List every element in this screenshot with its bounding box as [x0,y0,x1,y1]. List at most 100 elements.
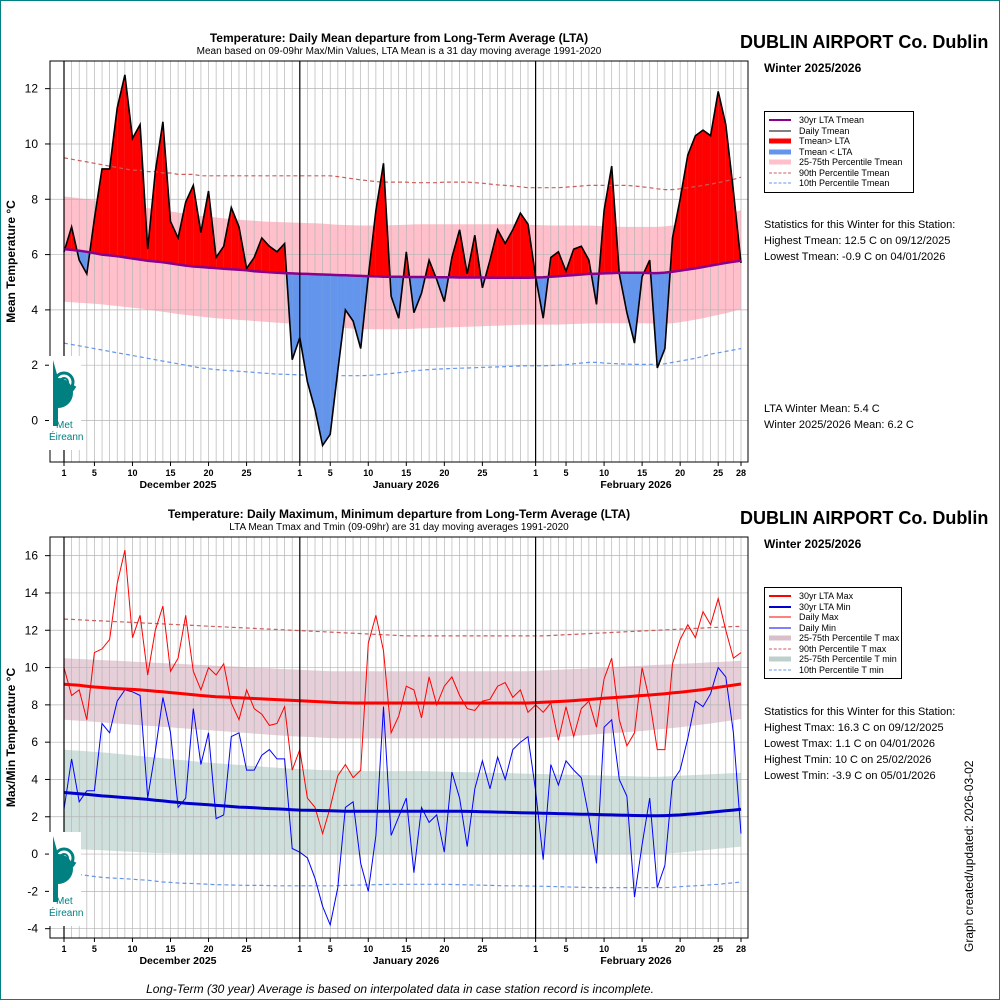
fill-above-lta [132,124,141,260]
y-tick-label: 6 [31,248,38,262]
legend-item: 30yr LTA Min [769,602,897,613]
legend-swatch-p10 [769,178,791,188]
legend-label: 10th Percentile T min [799,664,884,675]
fill-below-lta [337,275,346,371]
legend-swatch-p90-max [769,644,791,654]
series-p10-tmin [63,872,742,889]
x-tick-label: 25 [477,468,487,478]
month-label: February 2026 [600,479,671,491]
legend-swatch-lta-max [769,591,791,601]
legend-label: 90th Percentile Tmean [799,167,890,178]
x-tick-label: 15 [637,944,647,954]
y-tick-label: 12 [25,82,39,96]
x-tick-label: 1 [297,468,302,478]
season-mean: Winter 2025/2026 Mean: 6.2 C [764,419,914,431]
x-tick-label: 5 [564,944,569,954]
y-tick-label: 2 [31,358,38,372]
fill-below-lta [330,274,338,435]
stats-maxmin: Statistics for this Winter for this Stat… [764,704,955,784]
legend-item: 10th Percentile T min [769,665,897,676]
y-tick-label: -4 [27,922,38,936]
stat-line: Lowest Tmax: 1.1 C on 04/01/2026 [764,738,936,750]
winter-label: Winter 2025/2026 [764,537,862,551]
station-name: DUBLIN AIRPORT Co. Dublin [740,508,989,528]
legend-label: 25-75th Percentile T max [799,633,900,643]
x-tick-label: 15 [401,944,411,954]
x-tick-label: 15 [165,944,175,954]
fill-above-lta [550,251,559,277]
fill-below-lta [292,273,300,360]
fill-above-lta [170,221,179,265]
chart-subtitle: LTA Mean Tmax and Tmin (09-09hr) are 31 … [229,522,569,533]
y-tick-label: 0 [31,847,38,861]
stats-heading: Statistics for this Winter for this Stat… [764,706,956,718]
fill-above-lta [497,229,506,278]
percentile-band-tmin [64,749,741,855]
x-tick-label: 10 [599,944,609,954]
percentile-band-tmax [64,658,741,739]
met-eireann-logo: Met Éireann [49,832,83,926]
y-tick-label: 4 [31,303,38,317]
x-tick-label: 5 [328,468,333,478]
y-axis-label: Mean Temperature °C [4,200,18,323]
y-tick-label: 10 [25,661,39,675]
series-daily-tmean [63,74,742,448]
fill-below-lta [391,276,399,319]
fill-above-lta [702,130,711,268]
stat-line: Highest Tmax: 16.3 C on 09/12/2025 [764,722,944,734]
legend-label: Tmean> LTA [799,136,850,146]
y-tick-label: 2 [31,810,38,824]
series-lta-tmean [63,247,742,280]
fill-above-lta [604,166,612,274]
x-tick-label: 20 [204,944,214,954]
fill-above-lta [680,155,688,271]
fill-above-lta [200,190,209,268]
legend-maxmin: 30yr LTA Max 30yr LTA Min Daily Max Dail… [764,587,902,679]
legend-item: 25-75th Percentile T max [769,633,900,644]
fill-above-lta [718,91,726,265]
stats-mean: Statistics for this Winter for this Stat… [764,217,955,265]
logo-text-met: Met [56,420,73,431]
legend-item: 90th Percentile Tmean [769,168,909,179]
fill-above-lta [117,74,125,258]
x-tick-label: 15 [637,468,647,478]
winter-label: Winter 2025/2026 [764,61,862,75]
fill-above-lta [109,108,118,257]
month-label: January 2026 [373,955,440,967]
lta-winter-mean: LTA Winter Mean: 5.4 C [764,403,880,415]
fill-above-lta [193,185,201,268]
station-name: DUBLIN AIRPORT Co. Dublin [740,32,989,52]
chart-subtitle: Mean based on 09-09hr Max/Min Values, LT… [197,46,602,57]
x-tick-label: 10 [127,944,137,954]
fill-above-lta [102,168,110,256]
x-tick-label: 15 [165,468,175,478]
y-tick-label: 8 [31,698,38,712]
legend-item: Tmean < LTA [769,147,909,158]
x-tick-label: 20 [439,468,449,478]
fill-above-lta [695,130,703,269]
series-daily-min [63,666,742,927]
fill-above-lta [155,121,163,263]
legend-swatch-band [769,157,791,167]
y-tick-label: 8 [31,192,38,206]
x-tick-label: 1 [533,468,538,478]
x-tick-label: 25 [242,468,252,478]
x-tick-label: 20 [204,468,214,478]
stat-line: Highest Tmean: 12.5 C on 09/12/2025 [764,235,951,247]
fill-above-lta [573,246,582,276]
legend-item: Daily Tmean [769,126,909,137]
y-axis-label: Max/Min Temperature °C [4,668,18,808]
y-tick-label: 6 [31,735,38,749]
fill-below-lta [299,273,308,382]
fill-above-lta [185,185,194,267]
y-tick-label: 16 [25,549,39,563]
legend-swatch-p90 [769,168,791,178]
legend-item: 90th Percentile T max [769,644,897,655]
x-tick-label: 1 [533,944,538,954]
winter-means: LTA Winter Mean: 5.4 C Winter 2025/2026 … [764,401,914,433]
legend-swatch-below [769,147,791,157]
x-tick-label: 10 [599,468,609,478]
stats-heading: Statistics for this Winter for this Stat… [764,219,956,231]
y-tick-label: 14 [25,586,39,600]
stat-line: Lowest Tmean: -0.9 C on 04/01/2026 [764,251,946,263]
